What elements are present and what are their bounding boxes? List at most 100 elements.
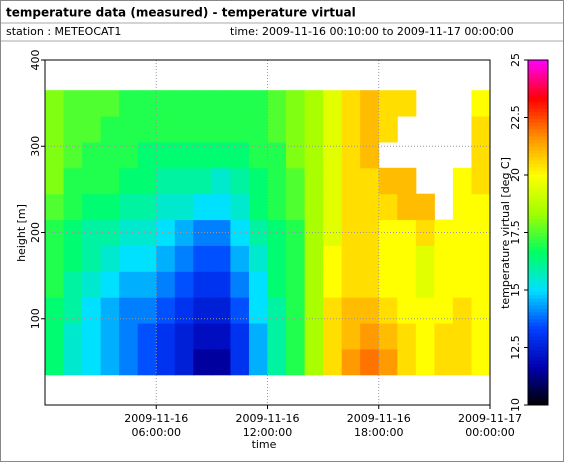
heatmap-cell — [452, 323, 472, 350]
heatmap-cell — [230, 323, 250, 350]
x-tick-label: 2009-11-16 06:00:00 — [124, 412, 189, 439]
heatmap-cell — [452, 193, 472, 221]
heatmap-cell — [211, 348, 231, 376]
heatmap-cell — [156, 167, 176, 195]
heatmap-cell — [360, 116, 380, 143]
y-axis-label: height [m] — [15, 204, 28, 262]
heatmap-cell — [323, 245, 343, 272]
colorbar-segment — [528, 97, 548, 102]
heatmap-cell — [434, 245, 454, 272]
heatmap-cell — [100, 271, 120, 298]
colorbar-segment — [528, 87, 548, 92]
colorbar-segment — [528, 229, 548, 233]
colorbar-segment — [528, 191, 548, 196]
colorbar-segment — [528, 291, 548, 296]
heatmap-cell — [45, 193, 65, 221]
heatmap-cell — [471, 297, 491, 324]
colorbar-segment — [528, 80, 548, 85]
heatmap-cell — [415, 219, 435, 246]
colorbar-segment — [528, 101, 548, 106]
heatmap-cell — [434, 271, 454, 298]
heatmap-cell — [45, 167, 65, 195]
colorbar-segment — [528, 160, 548, 164]
heatmap-cell — [230, 219, 250, 246]
heatmap-cell — [137, 348, 157, 376]
heatmap-cell — [211, 193, 231, 221]
heatmap-cell — [267, 167, 287, 195]
heatmap-cell — [304, 141, 324, 169]
heatmap-cell — [211, 297, 231, 324]
heatmap-cell — [211, 116, 231, 143]
heatmap-cell — [323, 193, 343, 221]
heatmap-cell — [286, 219, 306, 246]
heatmap-cell — [378, 271, 398, 298]
colorbar-segment — [528, 315, 548, 320]
colorbar-segment — [528, 66, 548, 71]
heatmap-cell — [156, 271, 176, 298]
colorbar-segment — [528, 373, 548, 378]
heatmap-cell — [119, 141, 139, 169]
heatmap-cell — [248, 348, 268, 376]
heatmap-cell — [323, 167, 343, 195]
colorbar-segment — [528, 235, 548, 240]
heatmap-cell — [471, 323, 491, 350]
colorbar-segment — [528, 370, 548, 375]
colorbar-segment — [528, 153, 548, 158]
heatmap-cell — [100, 116, 120, 143]
chart-title: temperature data (measured) - temperatur… — [6, 6, 356, 20]
colorbar-segment — [528, 73, 548, 78]
heatmap-cell — [100, 193, 120, 221]
heatmap-cell — [397, 297, 417, 324]
heatmap-cell — [304, 348, 324, 376]
heatmap-cell — [100, 167, 120, 195]
heatmap-cell — [267, 297, 287, 324]
heatmap-cell — [137, 297, 157, 324]
x-tick-label: 2009-11-16 12:00:00 — [235, 412, 300, 439]
heatmap-cell — [304, 219, 324, 246]
heatmap-cell — [360, 193, 380, 221]
heatmap-cell — [119, 167, 139, 195]
heatmap-cell — [193, 271, 213, 298]
colorbar-segment — [528, 122, 548, 127]
x-axis-label: time — [251, 438, 277, 451]
heatmap-cell — [174, 297, 194, 324]
heatmap-cell — [100, 141, 120, 169]
heatmap-cell — [360, 323, 380, 350]
heatmap-cell — [137, 90, 157, 117]
heatmap-cell — [156, 348, 176, 376]
heatmap-cell — [230, 141, 250, 169]
heatmap-cell — [452, 348, 472, 376]
heatmap-cell — [100, 219, 120, 246]
heatmap-cell — [304, 116, 324, 143]
heatmap-cell — [137, 245, 157, 272]
y-tick-label: 100 — [29, 308, 42, 329]
colorbar-segment — [528, 308, 548, 313]
heatmap-cell — [471, 141, 491, 169]
heatmap-cell — [174, 323, 194, 350]
heatmap-cell — [119, 348, 139, 376]
heatmap-cell — [397, 167, 417, 195]
colorbar-segment — [528, 118, 548, 123]
heatmap-cell — [119, 323, 139, 350]
colorbar-segment — [528, 104, 548, 109]
heatmap-cell — [248, 297, 268, 324]
heatmap-cell — [174, 219, 194, 246]
heatmap-cell — [100, 348, 120, 376]
colorbar-segment — [528, 294, 548, 299]
heatmap-cell — [137, 193, 157, 221]
heatmap-cell — [378, 116, 398, 143]
colorbar-segment — [528, 173, 548, 178]
colorbar-segment — [528, 211, 548, 216]
heatmap-cell — [211, 90, 231, 117]
heatmap-cell — [63, 116, 83, 143]
heatmap-cell — [211, 167, 231, 195]
heatmap-cell — [137, 271, 157, 298]
heatmap-cell — [341, 323, 361, 350]
heatmap-cell — [341, 116, 361, 143]
heatmap-cell — [174, 348, 194, 376]
colorbar-segment — [528, 108, 548, 113]
heatmap-cell — [341, 245, 361, 272]
heatmap-cell — [267, 245, 287, 272]
station-label: station : METEOCAT1 — [6, 25, 121, 38]
